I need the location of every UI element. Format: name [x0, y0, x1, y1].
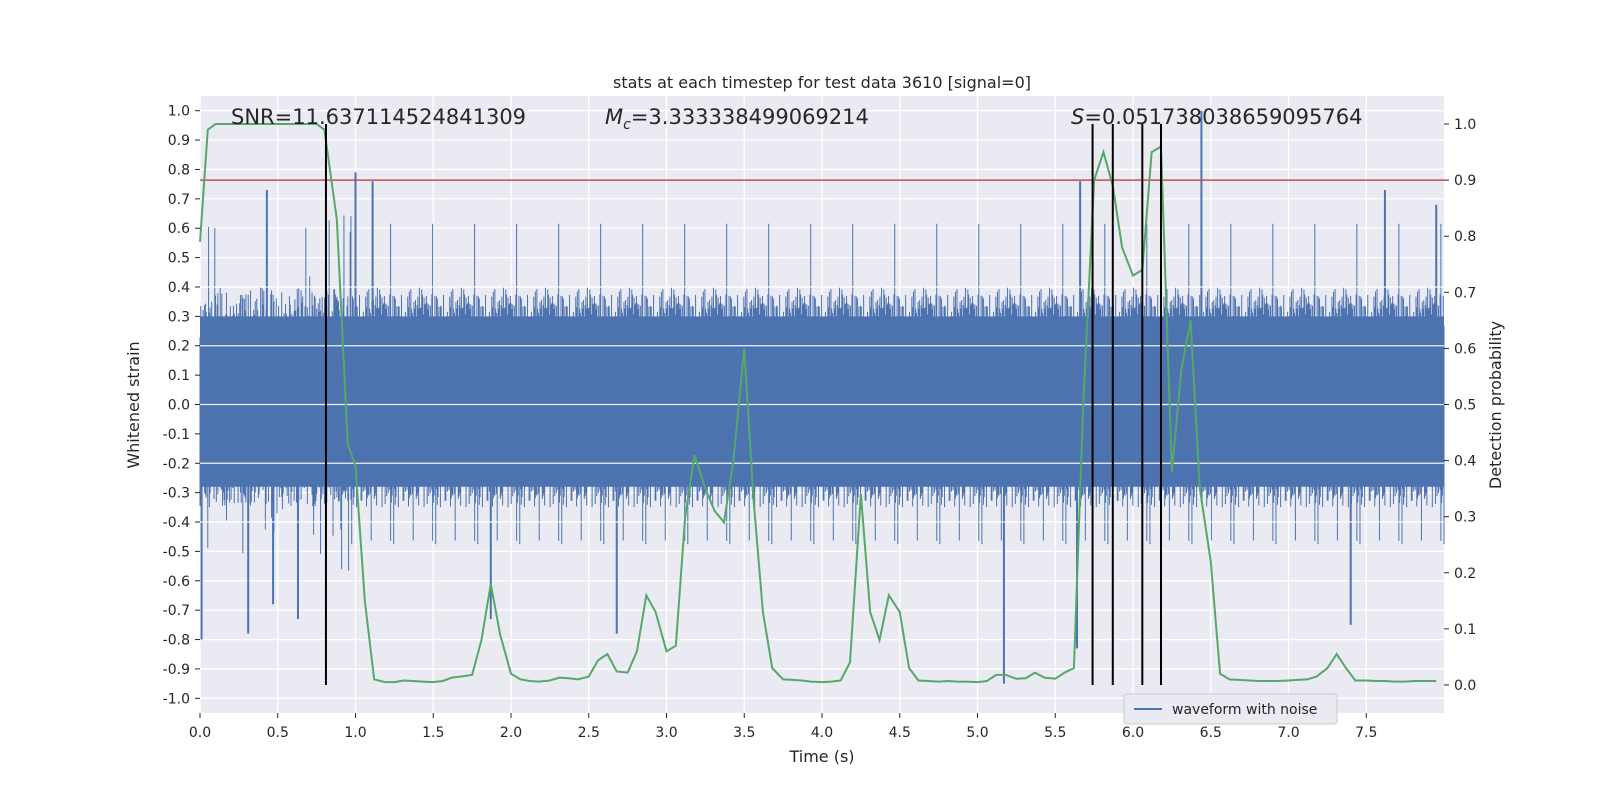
y-tick-label-left: -0.5	[163, 544, 190, 560]
x-tick-label: 7.0	[1277, 725, 1299, 741]
y-tick-label-left: 0.4	[168, 280, 190, 296]
x-tick-label: 4.0	[811, 725, 833, 741]
y-tick-label-left: -0.8	[163, 633, 190, 649]
y-tick-label-left: 0.6	[168, 221, 190, 237]
y-tick-label-right: 0.0	[1454, 678, 1476, 694]
y-tick-label-left: -0.6	[163, 574, 190, 590]
y-tick-label-left: 0.3	[168, 309, 190, 325]
x-tick-label: 6.5	[1200, 725, 1222, 741]
y-axis-label-right: Detection probability	[1486, 321, 1505, 489]
x-tick-label: 0.0	[189, 725, 211, 741]
waveform-dense-band	[200, 316, 1444, 487]
axis-ticks: 0.0 0.5 1.0 1.5 2.0 2.5 3.0 3.5 4.0 4.5 5.0 5.5 6.0 6…	[163, 104, 1477, 741]
y-tick-label-left: -0.1	[163, 427, 190, 443]
chart-title: stats at each timestep for test data 361…	[613, 73, 1031, 92]
y-tick-label-left: -0.2	[163, 456, 190, 472]
y-tick-label-left: -1.0	[163, 691, 190, 707]
x-tick-label: 2.0	[500, 725, 522, 741]
x-tick-label: 0.5	[267, 725, 289, 741]
chirp-mass-annotation: Mc=3.333338499069214	[605, 105, 869, 133]
legend-box	[1123, 693, 1338, 725]
x-tick-label: 7.5	[1355, 725, 1377, 741]
snr-annotation: SNR=11.637114524841309	[231, 105, 526, 129]
x-axis-label: Time (s)	[788, 747, 854, 766]
x-tick-label: 5.5	[1044, 725, 1066, 741]
y-tick-label-left: -0.3	[163, 486, 190, 502]
y-tick-label-right: 0.4	[1454, 454, 1476, 470]
x-tick-label: 2.5	[578, 725, 600, 741]
y-tick-label-left: 1.0	[168, 104, 190, 120]
legend-label: waveform with noise	[1172, 702, 1317, 718]
y-tick-label-right: 0.7	[1454, 285, 1476, 301]
x-tick-label: 1.5	[422, 725, 444, 741]
x-tick-label: 1.0	[344, 725, 366, 741]
x-tick-label: 4.5	[889, 725, 911, 741]
y-tick-label-left: 0.1	[168, 368, 190, 384]
y-tick-label-right: 0.8	[1454, 229, 1476, 245]
waveform-with-noise-series	[199, 110, 1445, 684]
y-tick-label-left: 0.7	[168, 192, 190, 208]
y-tick-label-right: 0.9	[1454, 173, 1476, 189]
y-tick-label-right: 1.0	[1454, 117, 1476, 133]
x-tick-label: 3.5	[733, 725, 755, 741]
y-tick-label-right: 0.1	[1454, 622, 1476, 638]
x-tick-label: 5.0	[966, 725, 988, 741]
y-tick-label-left: 0.8	[168, 162, 190, 178]
y-tick-label-right: 0.5	[1454, 398, 1476, 414]
y-tick-label-left: -0.4	[163, 515, 190, 531]
y-tick-label-left: -0.7	[163, 603, 190, 619]
detection-overlay	[199, 123, 1444, 685]
y-tick-label-right: 0.3	[1454, 510, 1476, 526]
significance-annotation: S=0.051738038659095764	[1071, 105, 1362, 129]
legend: waveform with noise	[1123, 693, 1338, 725]
x-tick-label: 6.0	[1122, 725, 1144, 741]
y-axis-label-left: Whitened strain	[124, 341, 143, 468]
y-tick-label-left: 0.2	[168, 339, 190, 355]
y-tick-label-left: 0.0	[168, 398, 190, 414]
y-tick-label-left: -0.9	[163, 662, 190, 678]
x-tick-label: 3.0	[655, 725, 677, 741]
y-tick-label-left: 0.5	[168, 251, 190, 267]
y-tick-label-right: 0.2	[1454, 566, 1476, 582]
detection-probability-line	[199, 123, 1437, 684]
y-tick-label-right: 0.6	[1454, 341, 1476, 357]
y-tick-label-left: 0.9	[168, 133, 190, 149]
